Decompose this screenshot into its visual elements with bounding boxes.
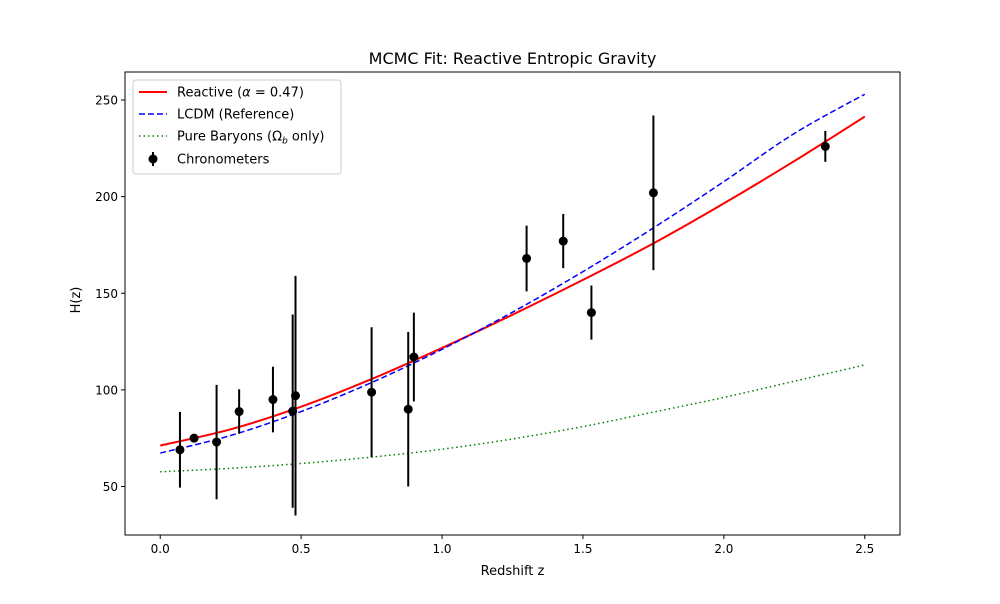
y-tick-label: 150 [95, 287, 118, 301]
x-axis-label: Redshift z [481, 564, 545, 579]
data-marker [403, 404, 413, 414]
x-tick-label: 2.5 [855, 542, 874, 556]
chronometer-point [820, 130, 830, 162]
legend-entry-reactive-label: Reactive (α = 0.47) [177, 86, 304, 101]
chronometer-point [586, 285, 596, 340]
legend-entry-chronometers-marker [148, 154, 158, 164]
legend-entry-chronometers-label: Chronometers [177, 153, 270, 168]
y-tick-label: 250 [95, 94, 118, 108]
chronometer-point [367, 327, 377, 458]
legend-entry-lcdm-label: LCDM (Reference) [177, 108, 294, 123]
data-marker [558, 236, 568, 246]
chronometer-point [189, 433, 199, 443]
data-marker [409, 352, 419, 362]
data-marker [212, 437, 222, 447]
axes: 0.0 0.5 1.0 1.5 2.0 2.5 50 100 150 200 250 [95, 71, 901, 556]
axes-frame [124, 71, 901, 536]
data-marker [234, 407, 244, 417]
x-tick-label: 1.5 [573, 542, 592, 556]
x-tick-label: 1.0 [432, 542, 451, 556]
data-marker [820, 141, 830, 151]
reactive-curve [160, 115, 866, 447]
chronometer-point [291, 275, 300, 516]
y-tick-label: 200 [95, 190, 118, 204]
chronometer-point [522, 225, 532, 292]
x-tick-label: 2.0 [714, 542, 733, 556]
data-marker [586, 308, 596, 318]
chronometer-point [409, 312, 419, 402]
x-tick-label: 0.0 [151, 542, 170, 556]
chronometer-point [268, 366, 278, 433]
data-marker [189, 433, 199, 443]
data-marker [648, 188, 658, 198]
chronometer-point [234, 389, 244, 434]
data-marker [268, 395, 278, 405]
chronometer-point [212, 384, 222, 500]
chronometer-point [175, 411, 185, 488]
x-tick-label: 0.5 [292, 542, 311, 556]
data-marker [291, 391, 300, 401]
chronometer-point [403, 331, 413, 487]
lcdm-curve [160, 93, 866, 454]
data-marker [522, 253, 532, 263]
legend-entry-baryons-label: Pure Baryons (Ωb only) [177, 130, 325, 147]
chart-title: MCMC Fit: Reactive Entropic Gravity [369, 49, 657, 68]
y-tick-label: 100 [95, 383, 118, 397]
baryons-curve [160, 364, 865, 473]
y-axis-label: H(z) [69, 287, 84, 314]
legend: Reactive (α = 0.47) LCDM (Reference) Pure … [132, 79, 342, 175]
y-tick-label: 50 [103, 480, 118, 494]
chronometer-point [648, 115, 658, 271]
data-marker [175, 445, 185, 455]
plot-area [160, 93, 866, 516]
chronometer-point [558, 214, 568, 269]
legend-box [132, 79, 342, 175]
data-marker [367, 387, 377, 397]
